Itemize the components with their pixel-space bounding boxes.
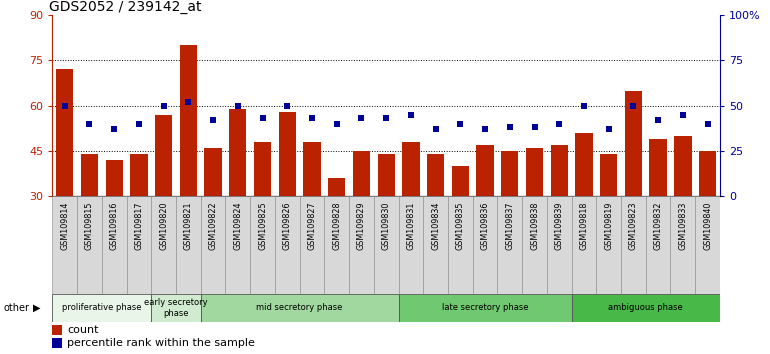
Bar bbox=[448, 196, 473, 294]
Bar bbox=[427, 154, 444, 196]
Text: GSM109814: GSM109814 bbox=[60, 201, 69, 250]
Text: count: count bbox=[68, 325, 99, 335]
Text: GSM109824: GSM109824 bbox=[233, 201, 243, 250]
Bar bbox=[52, 196, 77, 294]
Bar bbox=[675, 136, 691, 196]
Bar bbox=[300, 196, 324, 294]
Text: GSM109837: GSM109837 bbox=[505, 201, 514, 250]
Bar bbox=[52, 294, 151, 322]
Text: GSM109823: GSM109823 bbox=[629, 201, 638, 250]
Bar bbox=[424, 196, 448, 294]
Text: GSM109825: GSM109825 bbox=[258, 201, 267, 250]
Bar bbox=[126, 196, 151, 294]
Text: GSM109840: GSM109840 bbox=[703, 201, 712, 250]
Text: GSM109834: GSM109834 bbox=[431, 201, 440, 250]
Bar bbox=[596, 196, 621, 294]
Bar bbox=[151, 294, 201, 322]
Bar bbox=[275, 196, 300, 294]
Text: GDS2052 / 239142_at: GDS2052 / 239142_at bbox=[49, 0, 202, 14]
Bar bbox=[402, 142, 420, 196]
Text: GSM109829: GSM109829 bbox=[357, 201, 366, 250]
Bar bbox=[155, 115, 172, 196]
Text: GSM109826: GSM109826 bbox=[283, 201, 292, 250]
Text: GSM109816: GSM109816 bbox=[109, 201, 119, 250]
Bar bbox=[56, 69, 73, 196]
Text: GSM109818: GSM109818 bbox=[580, 201, 588, 250]
Text: ambiguous phase: ambiguous phase bbox=[608, 303, 683, 313]
Bar bbox=[303, 142, 320, 196]
Bar bbox=[399, 294, 571, 322]
Bar bbox=[201, 196, 226, 294]
Bar bbox=[646, 196, 671, 294]
Bar bbox=[105, 160, 123, 196]
Text: GSM109828: GSM109828 bbox=[332, 201, 341, 250]
Bar bbox=[254, 142, 271, 196]
Bar bbox=[353, 151, 370, 196]
Text: GSM109821: GSM109821 bbox=[184, 201, 192, 250]
Text: GSM109820: GSM109820 bbox=[159, 201, 168, 250]
Text: GSM109831: GSM109831 bbox=[407, 201, 415, 250]
Bar bbox=[522, 196, 547, 294]
Bar bbox=[551, 145, 568, 196]
Bar bbox=[624, 91, 642, 196]
Bar bbox=[477, 145, 494, 196]
Bar bbox=[324, 196, 349, 294]
Bar bbox=[77, 196, 102, 294]
Bar bbox=[279, 112, 296, 196]
Bar bbox=[52, 325, 62, 335]
Bar bbox=[575, 133, 593, 196]
Bar bbox=[377, 154, 395, 196]
Text: early secretory
phase: early secretory phase bbox=[144, 298, 208, 318]
Bar bbox=[526, 148, 543, 196]
Bar bbox=[52, 338, 62, 348]
Bar bbox=[349, 196, 373, 294]
Text: GSM109833: GSM109833 bbox=[678, 201, 688, 250]
Text: GSM109819: GSM109819 bbox=[604, 201, 613, 250]
Bar bbox=[399, 196, 424, 294]
Bar bbox=[204, 148, 222, 196]
Bar bbox=[151, 196, 176, 294]
Bar bbox=[473, 196, 497, 294]
Bar bbox=[102, 196, 126, 294]
Bar bbox=[571, 196, 596, 294]
Bar bbox=[547, 196, 571, 294]
Bar bbox=[501, 151, 518, 196]
Bar bbox=[250, 196, 275, 294]
Bar bbox=[201, 294, 399, 322]
Text: GSM109822: GSM109822 bbox=[209, 201, 218, 250]
Text: percentile rank within the sample: percentile rank within the sample bbox=[68, 338, 256, 348]
Text: late secretory phase: late secretory phase bbox=[442, 303, 528, 313]
Bar bbox=[649, 139, 667, 196]
Text: proliferative phase: proliferative phase bbox=[62, 303, 142, 313]
Bar bbox=[497, 196, 522, 294]
Bar bbox=[226, 196, 250, 294]
Text: GSM109835: GSM109835 bbox=[456, 201, 465, 250]
Text: GSM109832: GSM109832 bbox=[654, 201, 663, 250]
Text: ▶: ▶ bbox=[33, 303, 41, 313]
Bar bbox=[130, 154, 148, 196]
Text: other: other bbox=[4, 303, 30, 313]
Bar bbox=[373, 196, 399, 294]
Text: GSM109839: GSM109839 bbox=[554, 201, 564, 250]
Bar bbox=[671, 196, 695, 294]
Text: mid secretory phase: mid secretory phase bbox=[256, 303, 343, 313]
Bar bbox=[328, 178, 346, 196]
Bar bbox=[695, 196, 720, 294]
Bar bbox=[229, 109, 246, 196]
Text: GSM109817: GSM109817 bbox=[135, 201, 143, 250]
Bar bbox=[621, 196, 646, 294]
Text: GSM109838: GSM109838 bbox=[530, 201, 539, 250]
Bar bbox=[600, 154, 618, 196]
Bar bbox=[571, 294, 720, 322]
Bar bbox=[81, 154, 98, 196]
Text: GSM109827: GSM109827 bbox=[307, 201, 316, 250]
Bar bbox=[176, 196, 201, 294]
Text: GSM109815: GSM109815 bbox=[85, 201, 94, 250]
Bar bbox=[179, 45, 197, 196]
Text: GSM109836: GSM109836 bbox=[480, 201, 490, 250]
Text: GSM109830: GSM109830 bbox=[382, 201, 390, 250]
Bar bbox=[452, 166, 469, 196]
Bar bbox=[699, 151, 716, 196]
